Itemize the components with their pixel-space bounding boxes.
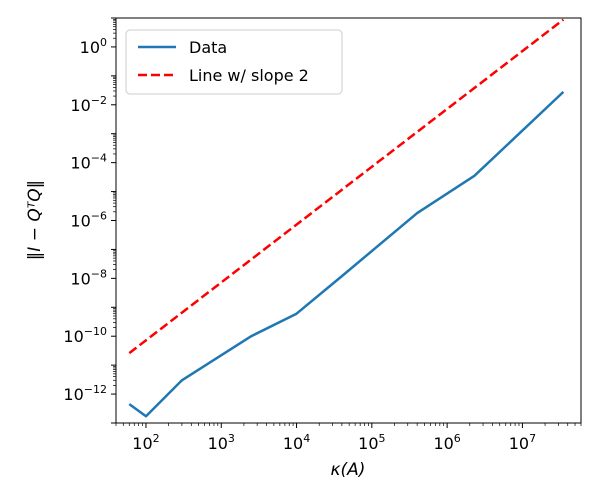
x-axis: 102 103 104 105 106 107 [115,423,582,453]
series-line-0 [128,90,565,418]
legend: Data Line w/ slope 2 [125,29,343,95]
legend-box [125,29,343,95]
y-tick-label: 10−12 [63,383,107,404]
x-tick-label: 104 [283,432,310,453]
y-tick-label: 10−6 [70,210,107,231]
series-layer [128,18,565,418]
y-tick-label: 10−10 [63,325,107,346]
y-tick-label: 100 [80,36,107,57]
legend-label-slope-line: Line w/ slope 2 [189,66,309,85]
legend-label-data: Data [189,38,227,57]
x-tick-label: 103 [208,432,235,453]
x-tick-label: 107 [509,432,536,453]
y-tick-label: 10−4 [70,152,107,173]
x-axis-label: κ(A) [331,460,366,480]
y-tick-label: 10−2 [70,94,107,115]
x-tick-label: 102 [132,432,159,453]
y-axis-label: ‖I − QᵀQ‖ [25,180,45,260]
x-tick-label: 105 [358,432,385,453]
x-tick-label: 106 [433,432,460,453]
series-line-1 [128,18,565,355]
y-axis: 100 10−2 10−4 10−6 10−8 10−10 10−12 [63,17,116,424]
y-tick-label: 10−8 [70,267,107,288]
